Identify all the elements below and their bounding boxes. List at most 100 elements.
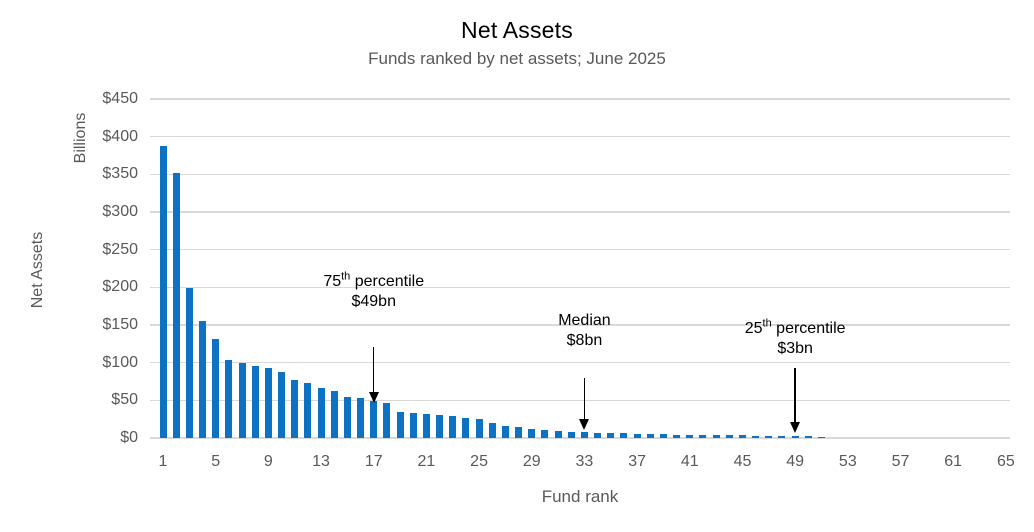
x-tick-label: 9 [263, 453, 273, 470]
annotation-title: Median [558, 312, 611, 329]
x-tick-label: 25 [470, 453, 488, 470]
y-tick-label: $250 [102, 240, 138, 258]
gridline [150, 211, 1010, 213]
gridline [150, 135, 1010, 138]
annotation-arrow-line [583, 378, 586, 419]
bar-rank-41 [686, 434, 694, 438]
gridline [150, 173, 1010, 176]
annotation-arrow-line [373, 347, 375, 392]
x-tick-label: 57 [891, 453, 910, 470]
arrow-down-icon [579, 419, 590, 430]
bar-rank-31 [554, 431, 562, 438]
bar-rank-48 [778, 435, 786, 438]
bar-rank-36 [620, 433, 628, 438]
bar-rank-15 [343, 396, 351, 438]
y-tick-label: $300 [102, 203, 138, 220]
gridline [150, 361, 1010, 364]
y-tick-label: $150 [102, 316, 138, 333]
annotation-value: $8bn [566, 332, 603, 349]
bar-rank-1 [159, 145, 167, 438]
arrow-down-icon [790, 422, 801, 433]
bar-rank-7 [238, 363, 246, 438]
x-tick-label: 5 [211, 453, 221, 470]
bar-rank-23 [449, 416, 457, 438]
bar-rank-10 [278, 371, 286, 438]
gridline [150, 98, 1010, 100]
bar-rank-28 [515, 427, 523, 438]
x-tick-label: 17 [364, 453, 383, 470]
bar-rank-47 [765, 435, 773, 438]
gridline [150, 286, 1010, 289]
bar-rank-44 [725, 435, 733, 438]
bar-rank-9 [264, 367, 272, 438]
bar-rank-39 [659, 434, 667, 438]
bar-rank-21 [422, 413, 430, 438]
gridline [150, 324, 1010, 326]
bar-rank-32 [567, 431, 575, 438]
y-tick-label: $450 [102, 90, 138, 107]
bar-rank-50 [804, 436, 812, 438]
bar-rank-30 [541, 430, 549, 438]
bar-rank-18 [383, 402, 391, 438]
bar-rank-3 [185, 288, 193, 438]
bar-rank-29 [528, 429, 536, 438]
bar-rank-46 [752, 435, 760, 438]
x-tick-label: 1 [158, 453, 168, 470]
bar-rank-26 [488, 422, 496, 438]
bar-rank-51 [818, 436, 825, 438]
bar-rank-34 [594, 432, 602, 438]
x-tick-label: 53 [838, 453, 857, 470]
bar-rank-49 [791, 435, 799, 438]
chart-title: Net Assets [461, 17, 573, 43]
annotation-label: 25th percentile $3bn [705, 317, 885, 359]
annotation-label: 75th percentile $49bn [284, 271, 464, 312]
y-tick-label: $200 [102, 278, 138, 296]
bar-rank-19 [396, 411, 404, 438]
annotation-arrow-line [794, 368, 796, 422]
bar-rank-11 [291, 380, 299, 438]
bar-rank-5 [212, 338, 220, 438]
bar-rank-27 [501, 425, 509, 438]
x-tick-label: 21 [417, 453, 436, 470]
x-tick-label: 49 [786, 453, 805, 470]
annotation-title: 25th percentile [744, 317, 846, 337]
chart-subtitle: Funds ranked by net assets; June 2025 [368, 49, 666, 68]
bar-rank-20 [409, 413, 417, 438]
gridline [150, 248, 1010, 251]
bar-rank-43 [712, 435, 720, 438]
bar-rank-35 [607, 433, 615, 438]
annotation-label: Median $8bn [494, 311, 674, 351]
bar-rank-37 [633, 433, 641, 438]
bar-rank-45 [738, 435, 746, 438]
bar-rank-2 [172, 172, 180, 438]
y-tick-label: $0 [120, 429, 138, 446]
x-tick-label: 13 [312, 453, 330, 470]
x-tick-label: 33 [575, 453, 594, 470]
bar-rank-13 [317, 387, 325, 438]
x-tick-label: 45 [733, 453, 752, 470]
bar-rank-12 [304, 383, 312, 438]
bar-rank-38 [646, 434, 654, 438]
bar-rank-4 [199, 321, 206, 438]
x-axis-title: Fund rank [541, 487, 619, 506]
gridline [150, 437, 1010, 439]
bar-rank-14 [330, 391, 338, 438]
y-tick-label: $400 [102, 127, 138, 145]
bar-rank-40 [673, 434, 681, 438]
annotation-value: $49bn [351, 293, 396, 310]
x-tick-label: 65 [996, 453, 1015, 470]
x-tick-label: 61 [944, 453, 963, 470]
y-tick-label: $350 [102, 165, 138, 183]
arrow-down-icon [368, 392, 379, 403]
x-tick-label: 29 [522, 453, 541, 470]
y-tick-label: $50 [111, 391, 138, 409]
bar-rank-25 [475, 419, 483, 438]
gridline [150, 399, 1010, 402]
bar-rank-8 [251, 366, 259, 438]
x-tick-label: 37 [628, 453, 646, 470]
annotation-value: $3bn [777, 340, 813, 357]
y-tick-label: $100 [102, 353, 138, 371]
bar-rank-24 [462, 417, 470, 438]
bar-rank-17 [370, 401, 378, 438]
